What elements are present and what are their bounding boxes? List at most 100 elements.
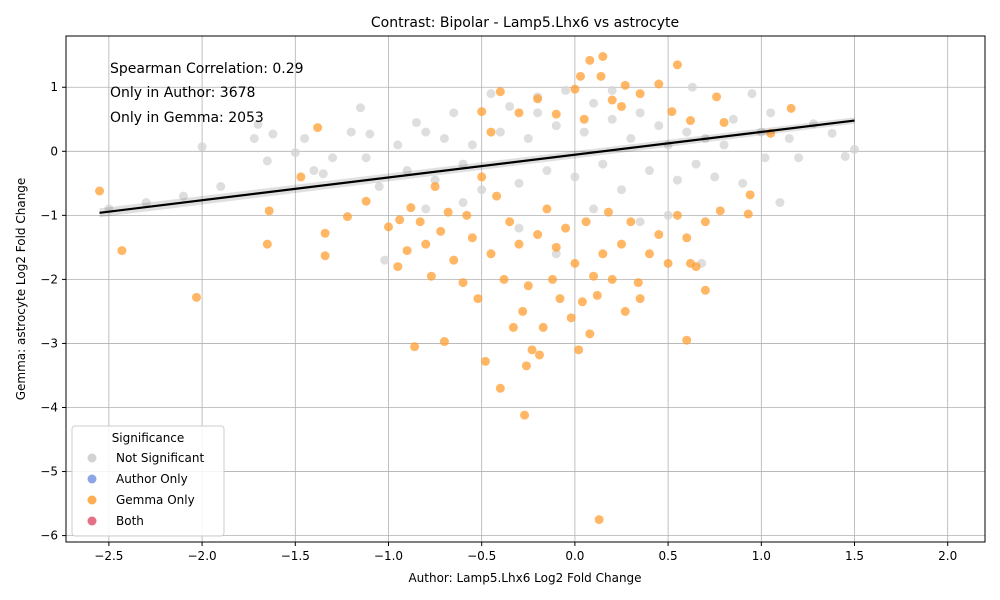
gemma-only-point <box>691 262 701 272</box>
y-tick-label: −4 <box>40 400 58 414</box>
gemma-only-point <box>505 217 515 227</box>
not-significant-point <box>402 166 412 176</box>
not-significant-point <box>728 114 738 124</box>
not-significant-point <box>719 140 729 150</box>
not-significant-point <box>827 128 837 138</box>
not-significant-point <box>421 127 431 137</box>
x-tick-label: 0.5 <box>659 549 678 563</box>
gemma-only-point <box>415 217 425 227</box>
x-tick-label: 0.0 <box>565 549 584 563</box>
x-tick-label: −0.5 <box>467 549 496 563</box>
gemma-only-point <box>439 337 449 347</box>
not-significant-point <box>598 159 608 169</box>
gemma-only-point <box>449 255 459 265</box>
not-significant-point <box>365 129 375 139</box>
not-significant-point <box>486 89 496 99</box>
gemma-only-point <box>561 223 571 233</box>
not-significant-point <box>766 108 776 118</box>
gemma-only-point <box>514 239 524 249</box>
gemma-only-point <box>566 313 576 323</box>
gemma-only-point <box>667 107 677 117</box>
gemma-only-point <box>320 251 330 261</box>
gemma-only-point <box>603 207 613 217</box>
gemma-only-point <box>585 329 595 339</box>
not-significant-point <box>361 153 371 163</box>
not-significant-point <box>380 255 390 265</box>
not-significant-point <box>589 204 599 214</box>
gemma-only-point <box>467 233 477 243</box>
not-significant-point <box>253 119 263 129</box>
gemma-only-point <box>548 274 558 284</box>
legend-title: Significance <box>112 431 185 445</box>
gemma-only-point <box>635 89 645 99</box>
gemma-only-point <box>596 71 606 81</box>
gemma-only-point <box>579 114 589 124</box>
gemma-only-point <box>486 127 496 137</box>
not-significant-point <box>249 133 259 143</box>
not-significant-point <box>542 166 552 176</box>
not-significant-point <box>551 249 561 259</box>
gemma-only-point <box>486 249 496 259</box>
gemma-only-point <box>406 203 416 213</box>
legend-label-both: Both <box>116 514 144 528</box>
legend-marker-both <box>87 516 97 526</box>
x-tick-label: 1.5 <box>845 549 864 563</box>
gemma-only-point <box>426 271 436 281</box>
gemma-only-point <box>594 515 604 525</box>
not-significant-point <box>374 182 384 192</box>
gemma-only-point <box>592 290 602 300</box>
not-significant-point <box>290 148 300 158</box>
not-significant-point <box>784 133 794 143</box>
not-significant-point <box>687 82 697 92</box>
not-significant-point <box>760 153 770 163</box>
not-significant-point <box>477 185 487 195</box>
gemma-only-point <box>523 281 533 291</box>
x-tick-label: −2.5 <box>94 549 123 563</box>
gemma-only-point <box>715 206 725 216</box>
legend-label-author-only: Author Only <box>116 472 188 486</box>
gemma-only-point <box>514 108 524 118</box>
gemma-only-point <box>617 101 627 111</box>
annotation-gemma-only: Only in Gemma: 2053 <box>110 110 264 126</box>
not-significant-point <box>551 121 561 131</box>
gemma-only-point <box>393 262 403 272</box>
gemma-only-point <box>654 230 664 240</box>
x-axis-ticks: −2.5 −2.0 −1.5 −1.0 −0.5 0.0 0.5 1.0 1.5 2.0 <box>94 542 957 563</box>
not-significant-point <box>346 127 356 137</box>
x-tick-label: −1.0 <box>374 549 403 563</box>
not-significant-point <box>635 217 645 227</box>
not-significant-point <box>579 127 589 137</box>
not-significant-point <box>691 159 701 169</box>
gemma-only-point <box>383 222 393 232</box>
not-significant-point <box>850 144 860 154</box>
not-significant-point <box>328 153 338 163</box>
not-significant-point <box>589 98 599 108</box>
not-significant-point <box>262 156 272 166</box>
not-significant-point <box>430 175 440 185</box>
gemma-only-point <box>633 278 643 288</box>
legend-label-gemma-only: Gemma Only <box>116 493 195 507</box>
not-significant-point <box>523 133 533 143</box>
not-significant-point <box>141 198 151 208</box>
gemma-only-point <box>620 306 630 316</box>
legend-label-not-significant: Not Significant <box>116 451 204 465</box>
not-significant-point <box>411 117 421 127</box>
gemma-only-point <box>712 92 722 102</box>
gemma-only-point <box>402 246 412 256</box>
gemma-only-point <box>719 117 729 127</box>
gemma-only-point <box>320 228 330 238</box>
not-significant-point <box>617 185 627 195</box>
not-significant-point <box>533 108 543 118</box>
regression-line-group <box>99 117 855 218</box>
gemma-only-point <box>685 116 695 126</box>
chart-title: Contrast: Bipolar - Lamp5.Lhx6 vs astroc… <box>371 15 679 31</box>
gemma-only-point <box>410 342 420 352</box>
x-tick-label: 2.0 <box>938 549 957 563</box>
not-significant-point <box>514 178 524 188</box>
not-significant-point <box>514 223 524 233</box>
not-significant-point <box>682 127 692 137</box>
gemma-only-point <box>598 249 608 259</box>
gemma-only-point <box>607 274 617 284</box>
gemma-only-point <box>495 87 505 97</box>
legend: Significance Not Significant Author Only… <box>71 425 225 537</box>
